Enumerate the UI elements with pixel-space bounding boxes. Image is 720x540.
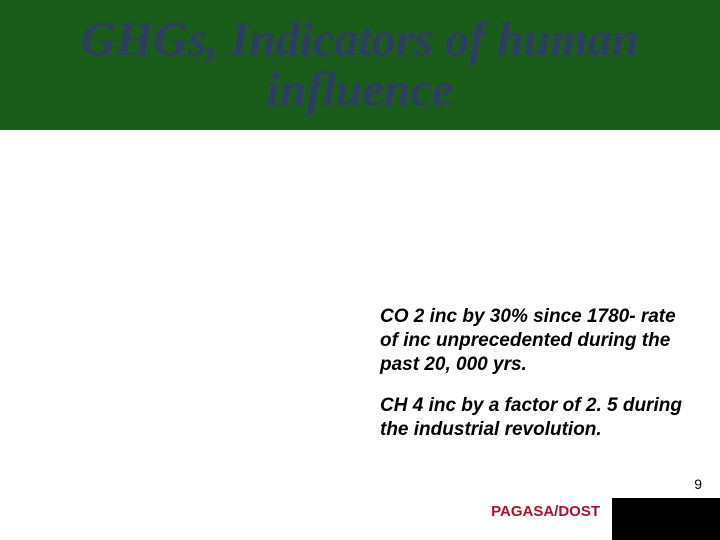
footer-block (612, 498, 720, 540)
paragraph-ch4: CH 4 inc by a factor of 2. 5 during the … (380, 394, 690, 442)
page-number: 9 (694, 476, 702, 492)
title-line-2: influence (267, 63, 454, 116)
org-label: PAGASA/DOST (491, 503, 600, 520)
title-line-1: GHGs, Indicators of human (81, 13, 638, 66)
slide-title: GHGs, Indicators of human influence (81, 15, 638, 116)
paragraph-co2: CO 2 inc by 30% since 1780- rate of inc … (380, 305, 690, 376)
body-content: CO 2 inc by 30% since 1780- rate of inc … (380, 305, 690, 460)
title-band: GHGs, Indicators of human influence (0, 0, 720, 130)
